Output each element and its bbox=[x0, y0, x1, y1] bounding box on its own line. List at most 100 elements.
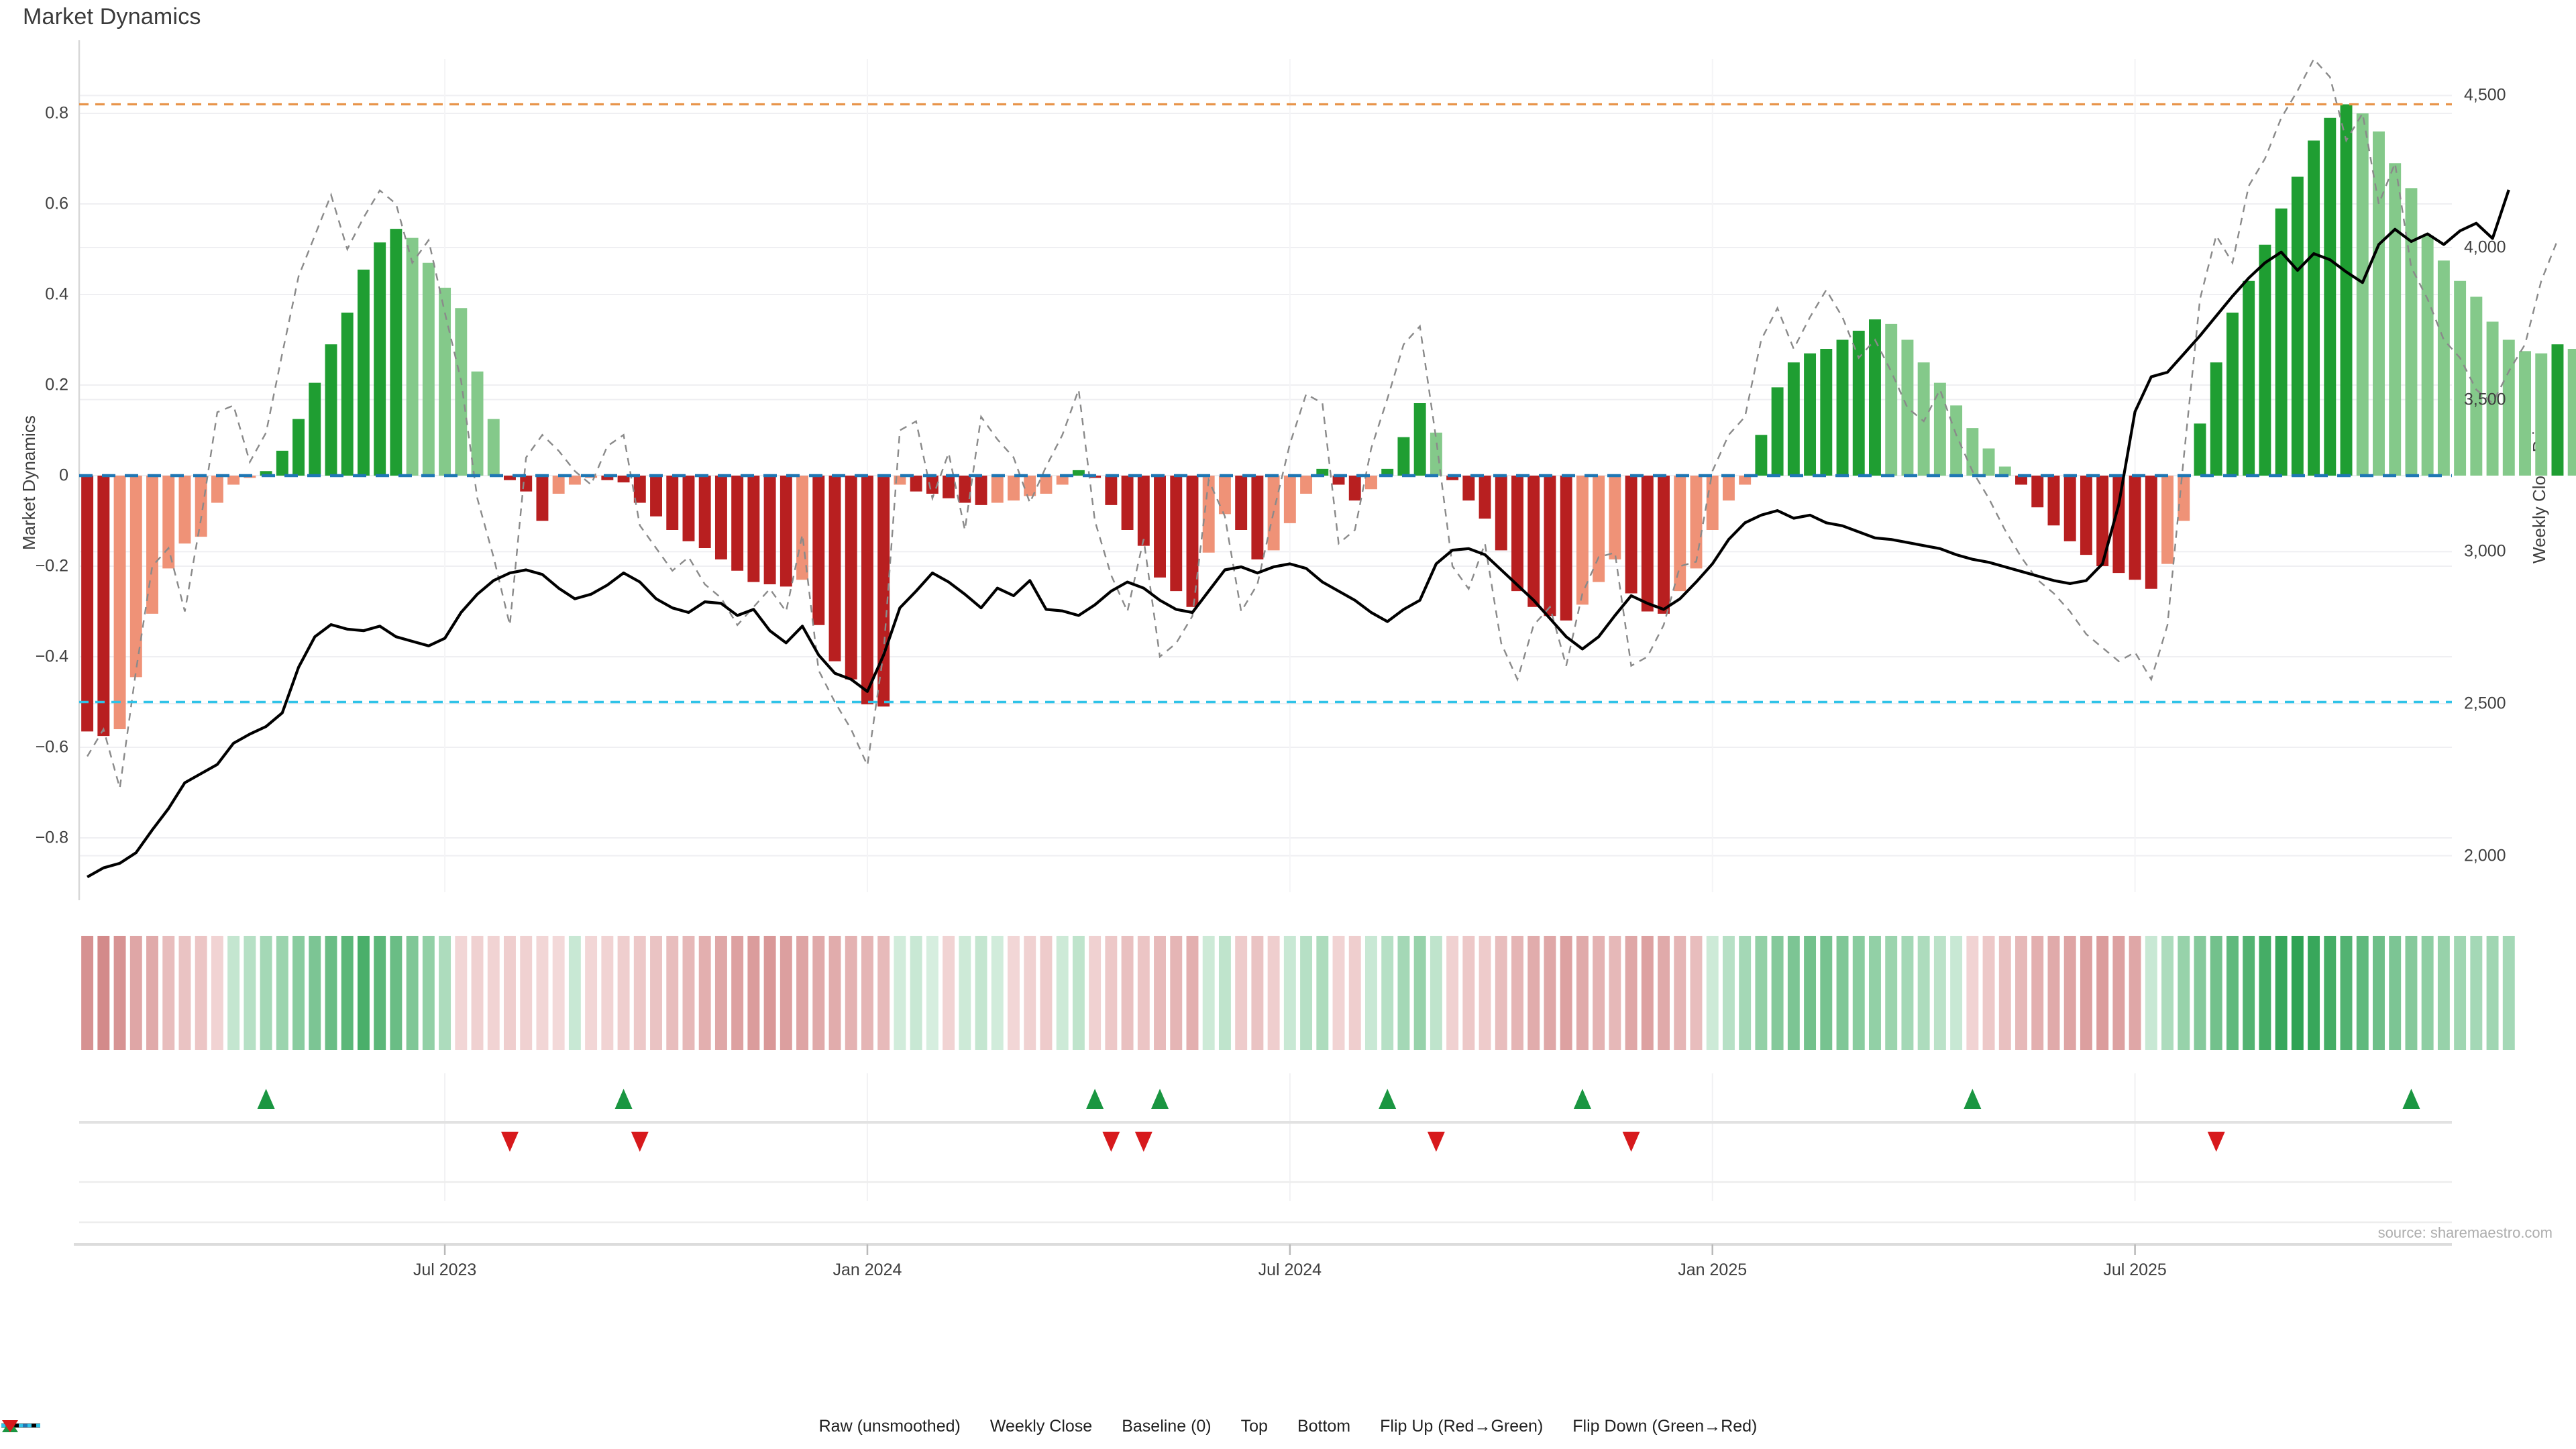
market-dynamics-bar bbox=[1560, 476, 1572, 621]
flip-down-marker[interactable] bbox=[1427, 1132, 1445, 1152]
market-dynamics-bar bbox=[292, 419, 305, 476]
heat-cell bbox=[146, 936, 158, 1050]
market-dynamics-bar bbox=[1040, 476, 1053, 494]
heat-cell bbox=[2373, 936, 2385, 1050]
heat-cell bbox=[585, 936, 598, 1050]
market-dynamics-bar bbox=[1771, 387, 1784, 476]
market-dynamics-bar bbox=[1316, 468, 1329, 476]
flip-up-marker[interactable] bbox=[614, 1089, 633, 1109]
market-dynamics-bar bbox=[1332, 476, 1345, 485]
flip-down-marker[interactable] bbox=[500, 1132, 519, 1152]
heat-cell bbox=[2437, 936, 2450, 1050]
market-dynamics-bar bbox=[1544, 476, 1556, 616]
market-dynamics-bar bbox=[2210, 362, 2222, 476]
heat-cell bbox=[812, 936, 825, 1050]
y-axis-left-tick: 0.8 bbox=[45, 103, 68, 123]
market-dynamics-bar bbox=[195, 476, 207, 537]
market-dynamics-bar bbox=[698, 476, 711, 548]
legend-item[interactable]: Baseline (0) bbox=[1, 1417, 1212, 1436]
flip-up-marker[interactable] bbox=[1573, 1089, 1591, 1109]
heat-cell bbox=[1316, 936, 1329, 1050]
market-dynamics-bar bbox=[325, 344, 337, 476]
market-dynamics-bar bbox=[780, 476, 792, 587]
heat-cell bbox=[1527, 936, 1540, 1050]
y-axis-left-tick: −0.6 bbox=[35, 737, 68, 757]
heat-cell bbox=[1462, 936, 1475, 1050]
market-dynamics-bar bbox=[1901, 339, 1914, 476]
market-dynamics-bar bbox=[1283, 476, 1296, 523]
market-dynamics-bar bbox=[2275, 208, 2288, 476]
market-dynamics-bar bbox=[2161, 476, 2174, 564]
market-dynamics-bar bbox=[1300, 476, 1313, 494]
market-dynamics-bar bbox=[2502, 339, 2515, 476]
heat-cell bbox=[1024, 936, 1036, 1050]
heat-cell bbox=[1852, 936, 1865, 1050]
market-dynamics-bar bbox=[1836, 339, 1849, 476]
heat-cell bbox=[617, 936, 630, 1050]
flip-up-marker[interactable] bbox=[2402, 1089, 2420, 1109]
market-dynamics-bar bbox=[828, 476, 841, 661]
heat-cell bbox=[227, 936, 240, 1050]
flip-down-marker[interactable] bbox=[1134, 1132, 1152, 1152]
market-dynamics-bar bbox=[162, 476, 175, 569]
market-dynamics-bar bbox=[1804, 353, 1817, 476]
heat-cell bbox=[2226, 936, 2239, 1050]
market-dynamics-bar bbox=[1576, 476, 1589, 605]
heat-cell bbox=[2291, 936, 2304, 1050]
flip-up-marker[interactable] bbox=[1151, 1089, 1169, 1109]
market-dynamics-bar bbox=[861, 476, 873, 704]
market-dynamics-bar bbox=[1658, 476, 1670, 614]
flip-down-marker[interactable] bbox=[1622, 1132, 1640, 1152]
heat-cell bbox=[1397, 936, 1410, 1050]
legend-item[interactable]: Flip Down (Green→Red) bbox=[2, 1417, 1757, 1436]
market-dynamics-bar bbox=[1593, 476, 1605, 582]
market-dynamics-bar bbox=[1998, 466, 2011, 476]
flip-up-marker[interactable] bbox=[257, 1089, 275, 1109]
y-axis-left-tick: 0.4 bbox=[45, 284, 68, 304]
flip-down-marker[interactable] bbox=[1102, 1132, 1120, 1152]
flip-down-marker[interactable] bbox=[2207, 1132, 2225, 1152]
legend-item[interactable]: Flip Up (Red→Green) bbox=[2, 1417, 1543, 1436]
heat-cell bbox=[487, 936, 500, 1050]
flip-down-marker[interactable] bbox=[631, 1132, 649, 1152]
bar-series bbox=[81, 104, 2576, 737]
x-axis-tick: Jul 2024 bbox=[1258, 1260, 1322, 1279]
heat-cell bbox=[2031, 936, 2044, 1050]
x-axis-tick: Jul 2023 bbox=[413, 1260, 477, 1279]
market-dynamics-bar bbox=[1966, 428, 1979, 476]
heat-cell bbox=[1056, 936, 1069, 1050]
market-dynamics-bar bbox=[1722, 476, 1735, 501]
heat-cell bbox=[2340, 936, 2353, 1050]
market-dynamics-bar bbox=[97, 476, 110, 737]
heat-cell bbox=[877, 936, 890, 1050]
heat-cell bbox=[1121, 936, 1134, 1050]
market-dynamics-bar bbox=[975, 476, 987, 505]
y-axis-left-tick: −0.4 bbox=[35, 647, 68, 666]
legend-item[interactable]: Raw (unsmoothed) bbox=[1, 1417, 961, 1436]
legend-item[interactable]: Bottom bbox=[1, 1417, 1350, 1436]
heat-cell bbox=[1348, 936, 1361, 1050]
flip-up-marker[interactable] bbox=[1964, 1089, 1982, 1109]
heat-cell bbox=[1511, 936, 1523, 1050]
flip-up-marker[interactable] bbox=[1086, 1089, 1104, 1109]
market-dynamics-bar bbox=[1446, 476, 1459, 480]
legend-item[interactable]: Top bbox=[1, 1417, 1268, 1436]
market-dynamics-bar bbox=[471, 371, 484, 476]
heat-cell bbox=[1755, 936, 1768, 1050]
market-dynamics-bar bbox=[2437, 260, 2450, 476]
market-dynamics-bar bbox=[113, 476, 126, 729]
flip-up-marker[interactable] bbox=[1379, 1089, 1397, 1109]
legend-item[interactable]: Weekly Close bbox=[1, 1417, 1092, 1436]
market-dynamics-bar bbox=[374, 242, 386, 476]
heat-cell bbox=[1170, 936, 1183, 1050]
heat-cell bbox=[1137, 936, 1150, 1050]
y-axis-right-tick: 3,000 bbox=[2464, 541, 2506, 561]
market-dynamics-bar bbox=[747, 476, 760, 582]
market-dynamics-bar bbox=[260, 471, 272, 476]
market-dynamics-bar bbox=[2291, 176, 2304, 476]
market-dynamics-bar bbox=[731, 476, 744, 571]
heat-cell bbox=[1283, 936, 1296, 1050]
heat-cell bbox=[1332, 936, 1345, 1050]
market-dynamics-bar bbox=[1706, 476, 1719, 530]
